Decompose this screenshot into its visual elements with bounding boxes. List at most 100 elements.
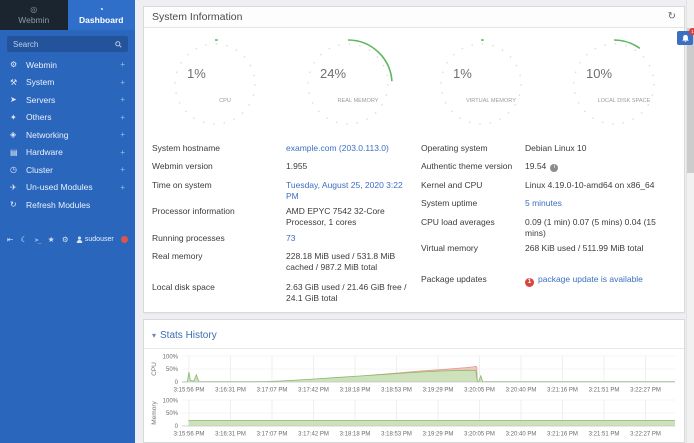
page-title: System Information	[152, 11, 243, 23]
sidebar-item-label: Refresh Modules	[26, 199, 91, 210]
expand-icon[interactable]: +	[120, 95, 125, 105]
expand-icon[interactable]: +	[120, 130, 125, 140]
sidebar-item-webmin[interactable]: ⚙ Webmin +	[0, 56, 135, 74]
expand-icon[interactable]: +	[120, 112, 125, 122]
info-table-left: System hostname example.com (203.0.113.0)…	[152, 138, 407, 304]
info-row-package-updates: Package updates 1 package update is availa…	[421, 270, 676, 289]
info-value-link[interactable]: example.com (203.0.113.0)	[286, 142, 389, 153]
search-placeholder: Search	[13, 39, 39, 49]
clock-icon: ◷	[10, 165, 17, 175]
gauge-cpu: 1% CPU	[148, 32, 281, 136]
sidebar-item-cluster[interactable]: ◷ Cluster +	[0, 161, 135, 179]
user-icon	[76, 236, 83, 243]
x-tick-label: 3:20:05 PM	[464, 432, 495, 438]
info-value-link[interactable]: 73	[286, 232, 296, 243]
sidebar-tabs: ◎ Webmin ◔ Dashboard	[0, 0, 135, 30]
expand-icon[interactable]: +	[120, 77, 125, 87]
search-icon	[115, 35, 122, 53]
info-value: Linux 4.19.0-10-amd64 on x86_64	[525, 180, 654, 191]
collapse-sidebar-icon[interactable]: ⇤	[7, 235, 14, 244]
bell-icon	[681, 34, 689, 42]
x-tick-label: 3:22:27 PM	[630, 388, 661, 394]
y-tick-label: 50%	[166, 411, 179, 417]
info-icon[interactable]: i	[550, 163, 559, 172]
info-value-text: 0.09 (1 min) 0.07 (5 mins) 0.04 (15 mins…	[525, 216, 656, 238]
sidebar-item-refresh-modules[interactable]: ↻ Refresh Modules	[0, 196, 135, 214]
info-value: 1 package update is available	[525, 274, 643, 287]
expand-icon[interactable]: +	[120, 147, 125, 157]
night-mode-icon[interactable]: ☾	[20, 235, 28, 244]
info-value-link[interactable]: Tuesday, August 25, 2020 3:22 PM	[286, 179, 403, 201]
sidebar-item-hardware[interactable]: ▤ Hardware +	[0, 144, 135, 162]
cpu-chart: 3:15:56 PM 3:16:31 PM 3:17:07 PM 3:17:42 PM…	[146, 353, 682, 397]
sidebar-item-label: Un-used Modules	[26, 182, 93, 193]
terminal-icon[interactable]: >_	[34, 235, 42, 244]
dashboard-gauge-icon: ◔	[98, 4, 104, 14]
info-value: Debian Linux 10	[525, 143, 586, 154]
x-tick-label: 3:21:16 PM	[547, 388, 578, 394]
stats-history-header: ▾ Stats History	[144, 320, 684, 350]
x-tick-label: 3:22:27 PM	[630, 432, 661, 438]
gauge-label: REAL MEMORY	[337, 98, 378, 104]
x-tick-label: 3:18:18 PM	[340, 432, 371, 438]
stats-history-toggle[interactable]: ▾ Stats History	[152, 330, 217, 341]
x-tick-label: 3:18:53 PM	[381, 388, 412, 394]
send-icon: ➤	[10, 95, 17, 105]
sidebar-item-label: System	[26, 77, 55, 88]
y-axis-title: Memory	[151, 401, 158, 425]
info-row-cpu-load-averages: CPU load averages 0.09 (1 min) 0.07 (5 mi…	[421, 212, 676, 239]
page-scrollbar[interactable]	[686, 0, 694, 443]
info-row-operating-system: Operating system Debian Linux 10	[421, 138, 676, 157]
sidebar-item-un-used-modules[interactable]: ✈ Un-used Modules +	[0, 179, 135, 197]
tab-webmin[interactable]: ◎ Webmin	[0, 0, 68, 30]
x-tick-label: 3:20:40 PM	[506, 432, 537, 438]
y-tick-label: 100%	[163, 355, 179, 361]
stats-history-title: Stats History	[160, 330, 217, 342]
expand-icon[interactable]: +	[120, 182, 125, 192]
x-tick-label: 3:18:53 PM	[381, 432, 412, 438]
gauge-value: 10%	[586, 66, 612, 81]
info-label: Package updates	[421, 274, 487, 285]
info-value: example.com (203.0.113.0)	[286, 143, 389, 154]
info-value-link[interactable]: package update is available	[538, 274, 643, 285]
expand-icon[interactable]: +	[120, 60, 125, 70]
sidebar-item-system[interactable]: ⚒ System +	[0, 74, 135, 92]
info-label: Webmin version	[152, 161, 213, 171]
gauge-virtual-memory: 1% VIRTUAL MEMORY	[414, 32, 547, 136]
x-tick-label: 3:20:40 PM	[506, 388, 537, 394]
info-value-text: Linux 4.19.0-10-amd64 on x86_64	[525, 179, 655, 190]
x-tick-label: 3:16:31 PM	[215, 432, 246, 438]
stats-charts: 3:15:56 PM 3:16:31 PM 3:17:07 PM 3:17:42 PM…	[144, 349, 684, 442]
gauge-label: LOCAL DISK SPACE	[597, 98, 650, 104]
info-label: Kernel and CPU	[421, 179, 483, 190]
sidebar-item-others[interactable]: ✦ Others +	[0, 109, 135, 127]
info-value: 0.09 (1 min) 0.07 (5 mins) 0.04 (15 mins…	[525, 217, 676, 239]
info-value-link[interactable]: 5 minutes	[525, 198, 562, 208]
search-input[interactable]: Search	[7, 36, 128, 52]
sidebar-item-label: Others	[26, 112, 52, 123]
tab-webmin-label: Webmin	[18, 14, 50, 25]
info-row-system-uptime: System uptime 5 minutes	[421, 194, 676, 213]
info-value: 2.63 GiB used / 21.46 GiB free / 24.1 Gi…	[286, 282, 407, 304]
x-tick-label: 3:21:16 PM	[547, 432, 578, 438]
refresh-icon[interactable]: ↻	[667, 11, 676, 22]
settings-icon[interactable]: ⚙	[61, 235, 69, 244]
tab-dashboard[interactable]: ◔ Dashboard	[67, 0, 135, 30]
x-tick-label: 3:19:29 PM	[423, 388, 454, 394]
favorites-icon[interactable]: ★	[47, 235, 55, 244]
user-menu[interactable]: sudouser	[76, 236, 114, 243]
scrollbar-thumb[interactable]	[687, 28, 694, 173]
sidebar-item-servers[interactable]: ➤ Servers +	[0, 91, 135, 109]
x-tick-label: 3:17:07 PM	[257, 388, 288, 394]
info-label: Running processes	[152, 232, 225, 243]
gauge-real-memory: 24% REAL MEMORY	[281, 32, 414, 136]
notifications-button[interactable]: 1	[677, 28, 694, 45]
sidebar-item-networking[interactable]: ◈ Networking +	[0, 126, 135, 144]
gauge-label: CPU	[219, 98, 231, 104]
drive-icon: ▤	[10, 147, 18, 157]
sidebar: ◎ Webmin ◔ Dashboard Search ⚙ Webmin + ⚒ Sys…	[0, 0, 135, 443]
sidebar-footer-toolbar: ⇤ ☾ >_ ★ ⚙ sudouser	[0, 231, 135, 248]
expand-icon[interactable]: +	[120, 165, 125, 175]
logout-icon[interactable]	[121, 236, 128, 243]
y-axis-title: CPU	[151, 362, 158, 376]
